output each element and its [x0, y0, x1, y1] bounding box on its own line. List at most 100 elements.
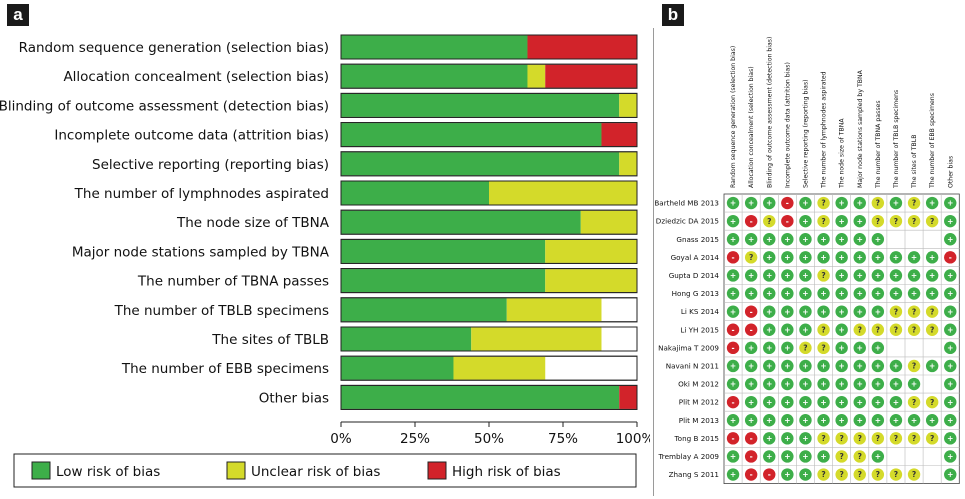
- risk-symbol: ?: [912, 398, 916, 407]
- risk-dot-low: [744, 377, 758, 391]
- risk-symbol: +: [766, 325, 772, 334]
- risk-dot-low: [925, 414, 939, 427]
- risk-dot-low: [799, 395, 812, 409]
- bar-segment-high: [527, 35, 637, 59]
- risk-symbol: +: [875, 271, 881, 280]
- risk-symbol: +: [766, 343, 772, 352]
- risk-symbol: ?: [749, 253, 753, 262]
- bar-segment-unclear: [545, 269, 637, 293]
- risk-symbol: +: [802, 416, 808, 425]
- x-tick-label: 75%: [548, 431, 578, 447]
- category-label: The sites of TBLB: [211, 332, 329, 348]
- risk-symbol: ?: [912, 199, 916, 208]
- risk-symbol: +: [857, 289, 863, 298]
- risk-symbol: ?: [930, 434, 934, 443]
- bar-segment-unclear: [471, 327, 602, 351]
- risk-symbol: +: [730, 362, 736, 371]
- risk-dot-low: [835, 287, 848, 300]
- column-header: Selective reporting (reporting bias): [802, 79, 809, 188]
- risk-symbol: +: [857, 271, 863, 280]
- risk-symbol: +: [857, 217, 863, 226]
- risk-symbol: +: [893, 398, 899, 407]
- risk-dot-low: [944, 395, 957, 409]
- x-tick-label: 50%: [474, 431, 504, 447]
- risk-symbol: +: [947, 325, 953, 334]
- risk-symbol: +: [839, 289, 845, 298]
- risk-of-bias-summary-chart: Random sequence generation (selection bi…: [0, 34, 650, 488]
- risk-dot-low: [925, 196, 939, 210]
- risk-symbol: +: [929, 362, 935, 371]
- risk-dot-low: [853, 196, 866, 210]
- risk-symbol: +: [875, 253, 881, 262]
- column-header: Incomplete outcome data (attrition bias): [784, 62, 791, 188]
- risk-dot-low: [817, 377, 830, 391]
- risk-dot-low: [799, 214, 812, 228]
- risk-symbol: -: [731, 434, 734, 443]
- bar-segment-low: [341, 385, 620, 409]
- risk-symbol: -: [750, 307, 753, 316]
- risk-symbol: +: [784, 325, 790, 334]
- risk-dot-low: [763, 432, 776, 445]
- risk-dot-low: [871, 287, 885, 300]
- risk-dot-low: [944, 233, 957, 246]
- risk-dot-low: [744, 395, 758, 409]
- risk-symbol: +: [766, 271, 772, 280]
- risk-dot-high: [744, 323, 758, 336]
- risk-symbol: +: [929, 253, 935, 262]
- risk-dot-low: [871, 359, 885, 373]
- risk-symbol: +: [766, 307, 772, 316]
- risk-symbol: -: [750, 452, 753, 461]
- column-header: The sites of TBLB: [911, 135, 918, 190]
- risk-symbol: +: [802, 470, 808, 479]
- risk-symbol: +: [802, 362, 808, 371]
- risk-symbol: ?: [821, 217, 825, 226]
- risk-dot-unclear: [853, 432, 866, 445]
- risk-symbol: ?: [803, 343, 807, 352]
- risk-symbol: +: [839, 235, 845, 244]
- risk-symbol: +: [947, 199, 953, 208]
- panel-a-label: a: [7, 4, 29, 26]
- risk-symbol: +: [820, 253, 826, 262]
- risk-symbol: ?: [876, 434, 880, 443]
- risk-symbol: +: [857, 416, 863, 425]
- risk-dot-unclear: [817, 341, 830, 355]
- risk-symbol: +: [857, 253, 863, 262]
- risk-dot-low: [726, 305, 740, 318]
- bar-outline: [340, 34, 638, 60]
- bar-outline: [340, 151, 638, 177]
- risk-dot-low: [889, 287, 903, 300]
- risk-dot-unclear: [907, 359, 921, 373]
- risk-symbol: ?: [894, 307, 898, 316]
- risk-dot-low: [781, 287, 794, 300]
- risk-symbol: +: [947, 307, 953, 316]
- risk-symbol: +: [766, 380, 772, 389]
- risk-dot-unclear: [853, 450, 866, 463]
- risk-dot-low: [853, 233, 866, 246]
- risk-dot-low: [726, 359, 740, 373]
- risk-dot-low: [781, 233, 794, 246]
- risk-dot-high: [726, 395, 740, 409]
- bar-segment-unclear: [545, 239, 637, 263]
- risk-symbol: +: [839, 343, 845, 352]
- risk-symbol: +: [784, 271, 790, 280]
- study-label: Bartheld MB 2013: [654, 199, 719, 208]
- risk-symbol: +: [820, 307, 826, 316]
- risk-dot-low: [817, 287, 830, 300]
- risk-symbol: +: [947, 434, 953, 443]
- risk-symbol: +: [911, 289, 917, 298]
- risk-dot-low: [799, 377, 812, 391]
- bar-segment-low: [341, 210, 581, 234]
- risk-symbol: +: [748, 235, 754, 244]
- risk-dot-low: [871, 251, 885, 264]
- risk-symbol: ?: [839, 434, 843, 443]
- risk-dot-high: [726, 432, 740, 445]
- risk-symbol: +: [802, 380, 808, 389]
- category-label: The node size of TBNA: [176, 215, 330, 231]
- risk-symbol: +: [784, 434, 790, 443]
- risk-dot-high: [726, 323, 740, 336]
- risk-dot-unclear: [817, 432, 830, 445]
- risk-symbol: +: [839, 416, 845, 425]
- risk-dot-low: [763, 395, 776, 409]
- risk-symbol: ?: [912, 470, 916, 479]
- bar-segment-low: [341, 64, 528, 88]
